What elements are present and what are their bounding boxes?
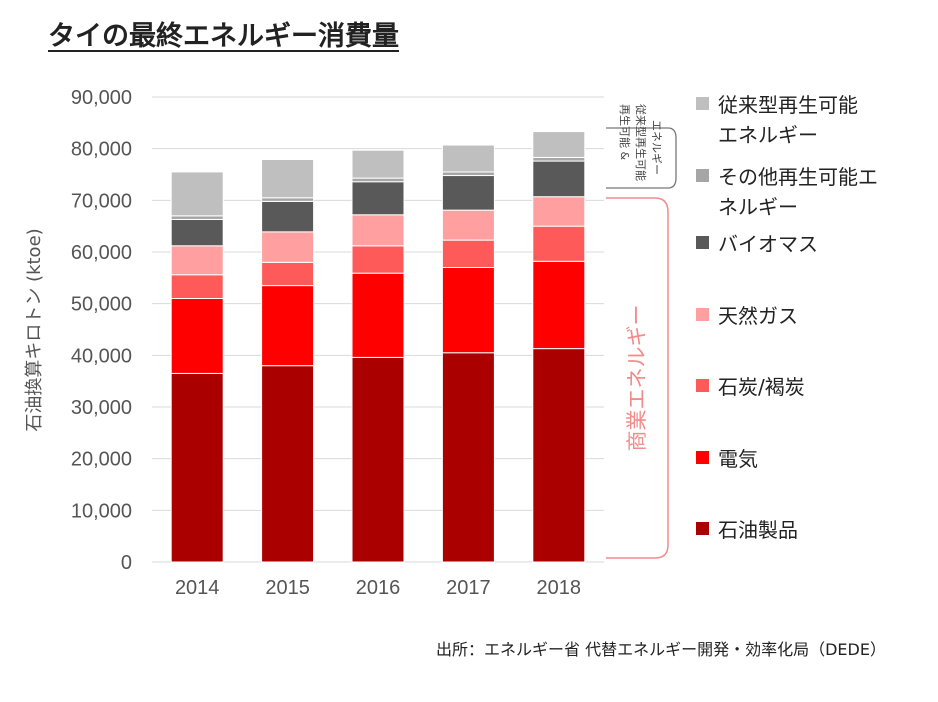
legend-label: ネルギー bbox=[718, 195, 798, 219]
bar-segment bbox=[170, 171, 224, 217]
x-tick-label: 2016 bbox=[356, 577, 401, 599]
bar-segment bbox=[441, 144, 495, 173]
legend-swatch bbox=[696, 97, 709, 110]
x-axis-ticks: 2014 2015 2016 2017 2018 bbox=[175, 577, 581, 599]
legend-swatch bbox=[696, 522, 709, 535]
bar-segment bbox=[170, 372, 224, 563]
bar-segment bbox=[532, 160, 586, 198]
x-tick-label: 2018 bbox=[537, 577, 582, 599]
bar-segment bbox=[170, 245, 224, 276]
bar-segment bbox=[351, 272, 405, 358]
bar-segment bbox=[532, 131, 586, 158]
legend-swatch bbox=[696, 169, 709, 182]
bar-segment bbox=[261, 261, 315, 287]
bar-segment bbox=[351, 245, 405, 274]
legend-label: その他再生可能エ bbox=[718, 165, 878, 189]
bar-segment bbox=[351, 149, 405, 179]
renewable-bracket bbox=[606, 127, 677, 189]
renewable-bracket-label-2: 従来型再生可能 bbox=[634, 104, 648, 181]
bar-segment bbox=[351, 181, 405, 216]
y-tick-label: 0 bbox=[121, 552, 132, 574]
bar-segment bbox=[441, 175, 495, 211]
bars bbox=[170, 131, 586, 563]
legend: 従来型再生可能エネルギーその他再生可能エネルギーバイオマス天然ガス石炭/褐炭電気… bbox=[696, 93, 878, 542]
y-tick-label: 90,000 bbox=[71, 87, 132, 109]
y-tick-label: 30,000 bbox=[71, 397, 132, 419]
legend-label: 石油製品 bbox=[718, 518, 798, 542]
bar-segment bbox=[261, 365, 315, 563]
bar-segment bbox=[261, 197, 315, 202]
bar-segment bbox=[261, 231, 315, 263]
x-tick-label: 2015 bbox=[265, 577, 310, 599]
bar-segment bbox=[261, 159, 315, 199]
bar-segment bbox=[532, 348, 586, 563]
bar-segment bbox=[441, 209, 495, 241]
y-tick-label: 50,000 bbox=[71, 294, 132, 316]
source-note: 出所：エネルギー省 代替エネルギー開発・効率化局（DEDE） bbox=[436, 640, 886, 659]
legend-label: 石炭/褐炭 bbox=[718, 375, 805, 399]
legend-label: 電気 bbox=[718, 447, 758, 471]
y-tick-label: 10,000 bbox=[71, 500, 132, 522]
bar-segment bbox=[532, 156, 586, 162]
y-tick-label: 70,000 bbox=[71, 190, 132, 212]
y-tick-label: 60,000 bbox=[71, 242, 132, 264]
x-tick-label: 2014 bbox=[175, 577, 220, 599]
bar-segment bbox=[261, 200, 315, 233]
legend-label: バイオマス bbox=[718, 232, 818, 256]
legend-label: エネルギー bbox=[718, 123, 818, 147]
bar-segment bbox=[532, 196, 586, 227]
bar-segment bbox=[441, 267, 495, 354]
y-tick-label: 40,000 bbox=[71, 345, 132, 367]
bar-segment bbox=[170, 298, 224, 374]
bar-segment bbox=[441, 239, 495, 269]
bar-segment bbox=[441, 171, 495, 177]
bar-segment bbox=[441, 352, 495, 563]
bar-segment bbox=[532, 260, 586, 350]
legend-swatch bbox=[696, 379, 709, 392]
renewable-bracket-label-1: 再生可能 & bbox=[618, 104, 632, 160]
y-axis-ticks: 0 10,000 20,000 30,000 40,000 50,000 60,000 70,… bbox=[71, 87, 132, 574]
commercial-bracket bbox=[606, 197, 669, 559]
y-axis-label: 石油換算キロトン (ktoe) bbox=[24, 228, 45, 431]
bar-segment bbox=[351, 356, 405, 563]
x-tick-label: 2017 bbox=[446, 577, 491, 599]
bar-segment bbox=[170, 274, 224, 300]
legend-swatch bbox=[696, 308, 709, 321]
legend-label: 天然ガス bbox=[718, 304, 798, 328]
y-tick-label: 20,000 bbox=[71, 449, 132, 471]
legend-label: 従来型再生可能 bbox=[718, 93, 858, 117]
legend-swatch bbox=[696, 451, 709, 464]
y-tick-label: 80,000 bbox=[71, 139, 132, 161]
legend-swatch bbox=[696, 236, 709, 249]
chart-title: タイの最終エネルギー消費量 bbox=[48, 21, 399, 52]
commercial-bracket-label: 商業エネルギー bbox=[625, 305, 649, 452]
bar-segment bbox=[351, 177, 405, 183]
bar-segment bbox=[261, 285, 315, 367]
bar-segment bbox=[170, 215, 224, 220]
bar-segment bbox=[170, 218, 224, 247]
renewable-bracket-label-3: エネルギー bbox=[650, 120, 663, 175]
bar-segment bbox=[532, 225, 586, 262]
bar-segment bbox=[351, 214, 405, 247]
